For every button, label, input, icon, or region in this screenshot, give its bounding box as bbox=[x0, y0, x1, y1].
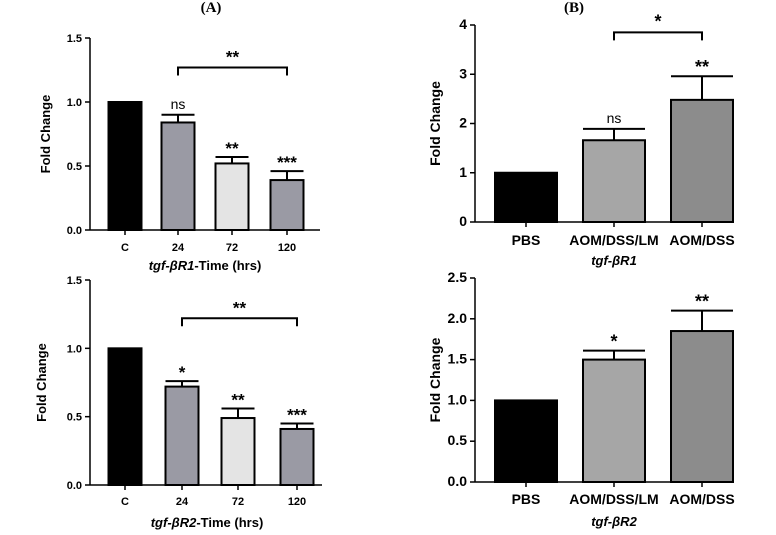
bar bbox=[582, 139, 646, 223]
y-tick-label: 1.5 bbox=[448, 351, 468, 367]
y-tick-label: 1.0 bbox=[448, 391, 468, 407]
x-axis-title: tgf-βR1-Time (hrs) bbox=[149, 258, 262, 273]
bar bbox=[269, 179, 305, 231]
y-axis-label: Fold Change bbox=[38, 95, 53, 174]
category-label: AOM/DSS bbox=[669, 232, 734, 248]
comparison-bracket bbox=[177, 66, 288, 76]
category-label: C bbox=[121, 496, 129, 508]
panel-label-a: (A) bbox=[201, 0, 222, 16]
comparison-bracket bbox=[181, 317, 298, 327]
category-label: AOM/DSS bbox=[669, 491, 734, 507]
y-tick-label: 0.0 bbox=[67, 225, 82, 237]
x-axis-title-suffix: -Time (hrs) bbox=[196, 515, 263, 530]
y-axis-label: Fold Change bbox=[427, 81, 443, 166]
significance-label: ns bbox=[607, 110, 622, 126]
significance-label: *** bbox=[277, 153, 297, 172]
comparison-bracket bbox=[613, 31, 703, 41]
category-label: 72 bbox=[232, 496, 244, 508]
x-axis-title-gene: tgf-βR1 bbox=[591, 253, 637, 268]
bar bbox=[494, 399, 558, 483]
y-tick-label: 2 bbox=[459, 115, 467, 131]
y-tick-label: 2.5 bbox=[448, 269, 468, 285]
significance-label: ** bbox=[695, 292, 709, 312]
bracket-significance-label: ** bbox=[226, 47, 240, 66]
bar bbox=[494, 171, 558, 223]
bracket-significance-label: * bbox=[654, 11, 661, 31]
category-label: 120 bbox=[278, 242, 296, 254]
x-axis-title-gene: tgf-βR2 bbox=[591, 514, 637, 529]
y-tick-label: 0.0 bbox=[67, 480, 82, 492]
y-tick-label: 1.0 bbox=[67, 343, 82, 355]
category-label: C bbox=[121, 242, 129, 254]
category-label: 24 bbox=[176, 496, 189, 508]
significance-label: ** bbox=[225, 139, 239, 158]
bar bbox=[107, 347, 143, 487]
bar bbox=[214, 162, 250, 231]
x-axis-title: tgf-βR2 bbox=[591, 514, 637, 529]
bar bbox=[164, 385, 200, 487]
significance-label: * bbox=[179, 363, 186, 382]
y-tick-label: 1.5 bbox=[67, 33, 82, 45]
x-axis-title-suffix: -Time (hrs) bbox=[194, 258, 261, 273]
category-label: PBS bbox=[512, 491, 541, 507]
significance-label: *** bbox=[287, 406, 307, 425]
panel-label-b: (B) bbox=[564, 0, 584, 16]
significance-label: ** bbox=[695, 57, 709, 77]
bar bbox=[670, 98, 734, 223]
category-label: 72 bbox=[226, 242, 238, 254]
significance-label: ** bbox=[231, 390, 245, 409]
bar bbox=[670, 330, 734, 484]
y-tick-label: 0.5 bbox=[67, 412, 82, 424]
significance-label: ns bbox=[171, 96, 186, 112]
chart-tgf-br2-time: 0.0 0.5 1.0 1.5 Fold Change C * 24 ** 72 *** 120 ** t… bbox=[34, 275, 322, 530]
y-tick-label: 3 bbox=[459, 65, 467, 81]
chart-tgf-br1-time: 0.0 0.5 1.0 1.5 Fold Change Cns 24 ** 72 *** 120 **… bbox=[38, 33, 320, 273]
category-label: PBS bbox=[512, 232, 541, 248]
bar bbox=[582, 358, 646, 484]
y-tick-label: 2.0 bbox=[448, 310, 468, 326]
category-label: AOM/DSS/LM bbox=[569, 491, 658, 507]
y-tick-label: 4 bbox=[459, 16, 467, 32]
significance-label: * bbox=[610, 332, 617, 352]
category-label: 120 bbox=[288, 496, 306, 508]
bar bbox=[107, 101, 143, 231]
y-axis-label: Fold Change bbox=[427, 337, 443, 422]
y-tick-label: 0.5 bbox=[67, 161, 82, 173]
category-label: 24 bbox=[172, 242, 185, 254]
x-axis-title-gene: tgf-βR1 bbox=[149, 258, 195, 273]
y-tick-label: 0.0 bbox=[448, 473, 468, 489]
y-tick-label: 1.0 bbox=[67, 97, 82, 109]
y-tick-label: 0.5 bbox=[448, 432, 468, 448]
y-tick-label: 0 bbox=[459, 213, 467, 229]
bar bbox=[160, 121, 196, 231]
category-label: AOM/DSS/LM bbox=[569, 232, 658, 248]
y-tick-label: 1.5 bbox=[67, 275, 82, 287]
x-axis-title: tgf-βR1 bbox=[591, 253, 637, 268]
bar bbox=[279, 427, 315, 487]
y-tick-label: 1 bbox=[459, 164, 467, 180]
y-axis-label: Fold Change bbox=[34, 343, 49, 422]
chart-tgf-br1-treatment: 0 1 2 3 4 Fold Change PBS ns AOM/DSS/LM ** AOM/DSS… bbox=[427, 11, 735, 268]
bar bbox=[220, 417, 256, 486]
bracket-significance-label: ** bbox=[233, 298, 247, 317]
chart-tgf-br2-treatment: 0.0 0.5 1.0 1.5 2.0 2.5 Fold Change PBS * AOM/DSS… bbox=[427, 269, 735, 529]
x-axis-title: tgf-βR2-Time (hrs) bbox=[151, 515, 264, 530]
x-axis-title-gene: tgf-βR2 bbox=[151, 515, 197, 530]
